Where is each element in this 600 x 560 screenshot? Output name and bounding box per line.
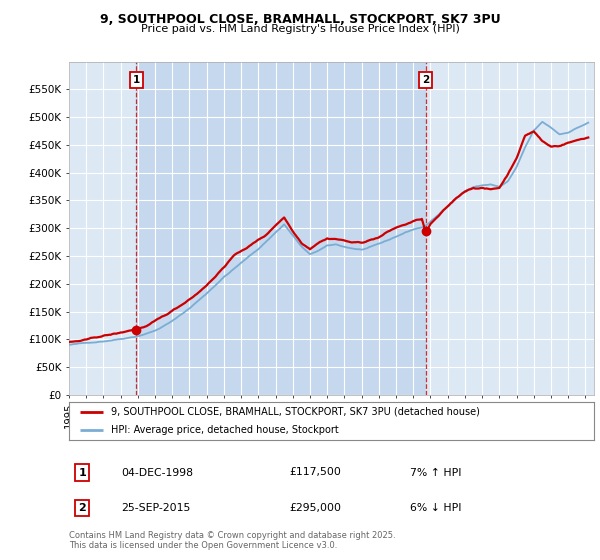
Text: HPI: Average price, detached house, Stockport: HPI: Average price, detached house, Stoc…	[111, 425, 339, 435]
Text: Price paid vs. HM Land Registry's House Price Index (HPI): Price paid vs. HM Land Registry's House …	[140, 24, 460, 34]
Text: 2: 2	[422, 75, 430, 85]
Text: 9, SOUTHPOOL CLOSE, BRAMHALL, STOCKPORT, SK7 3PU: 9, SOUTHPOOL CLOSE, BRAMHALL, STOCKPORT,…	[100, 12, 500, 26]
Text: Contains HM Land Registry data © Crown copyright and database right 2025.
This d: Contains HM Land Registry data © Crown c…	[69, 530, 395, 550]
Text: £117,500: £117,500	[290, 468, 341, 478]
Text: 7% ↑ HPI: 7% ↑ HPI	[410, 468, 462, 478]
Text: 6% ↓ HPI: 6% ↓ HPI	[410, 503, 462, 513]
Bar	[136, 62, 426, 395]
Text: £295,000: £295,000	[290, 503, 341, 513]
Text: 25-SEP-2015: 25-SEP-2015	[121, 503, 191, 513]
Text: 1: 1	[133, 75, 140, 85]
Text: 04-DEC-1998: 04-DEC-1998	[121, 468, 193, 478]
Text: 1: 1	[78, 468, 86, 478]
Text: 2: 2	[78, 503, 86, 513]
Text: 9, SOUTHPOOL CLOSE, BRAMHALL, STOCKPORT, SK7 3PU (detached house): 9, SOUTHPOOL CLOSE, BRAMHALL, STOCKPORT,…	[111, 407, 480, 417]
